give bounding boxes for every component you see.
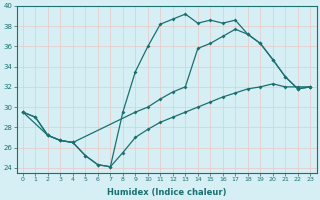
X-axis label: Humidex (Indice chaleur): Humidex (Indice chaleur) xyxy=(107,188,226,197)
